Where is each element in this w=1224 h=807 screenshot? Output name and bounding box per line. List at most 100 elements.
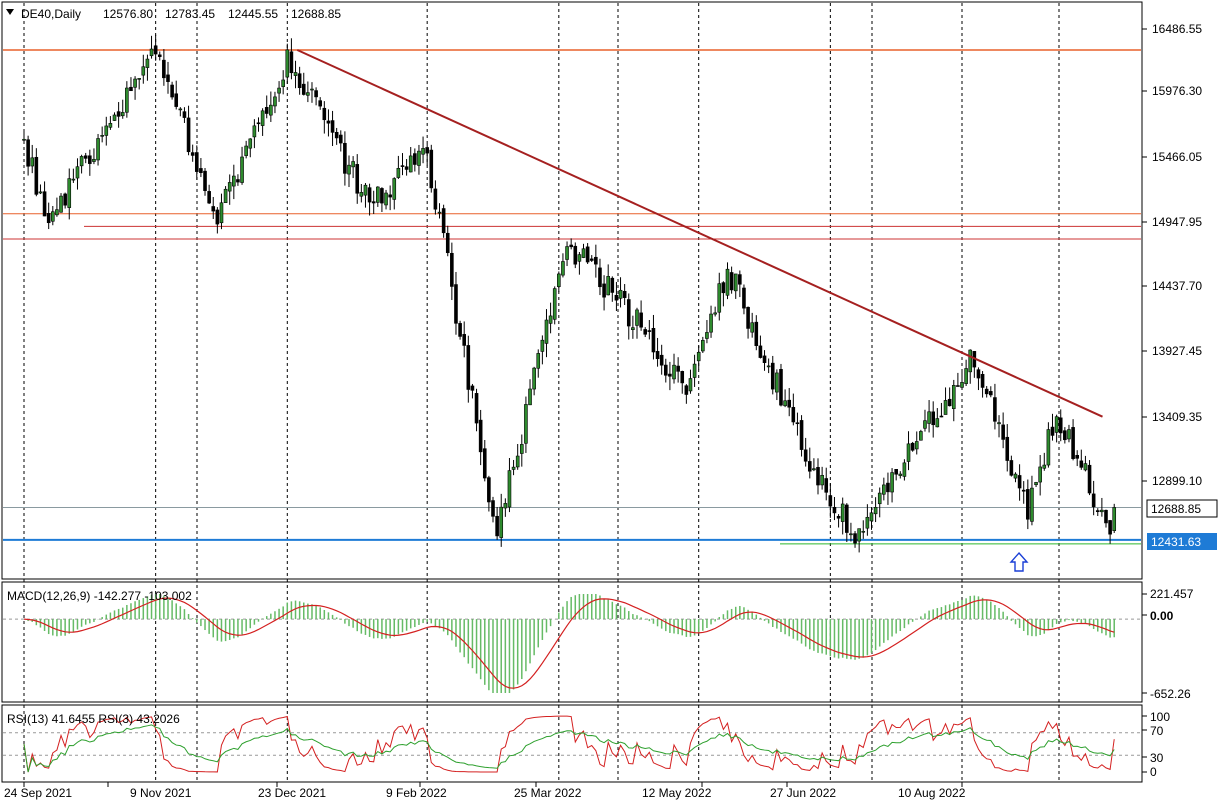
bullish-candle — [733, 273, 738, 292]
bullish-candle — [273, 96, 277, 107]
bullish-candle — [519, 444, 524, 454]
bearish-candle — [326, 120, 331, 124]
bearish-candle — [491, 500, 495, 517]
trendline-group — [296, 49, 1103, 418]
bearish-candle — [573, 245, 578, 265]
bullish-candle — [1054, 416, 1059, 433]
bearish-candle — [157, 54, 162, 57]
bullish-candle — [919, 431, 923, 441]
bearish-candle — [947, 398, 952, 407]
price-tick-label: 15976.30 — [1152, 84, 1202, 98]
rsi-tick-label: 30 — [1150, 751, 1164, 765]
up-arrow-icon[interactable] — [1009, 551, 1029, 572]
bearish-candle — [318, 100, 323, 107]
bearish-candle — [474, 393, 479, 424]
horizontal-levels — [3, 49, 1141, 545]
bearish-candle — [404, 166, 409, 170]
bearish-candle — [429, 149, 434, 189]
bearish-candle — [207, 191, 211, 204]
bullish-candle — [877, 492, 882, 505]
bullish-candle — [306, 92, 310, 96]
date-tick-label: 25 Mar 2022 — [514, 786, 582, 800]
bearish-candle — [42, 191, 47, 217]
bullish-candle — [606, 276, 610, 296]
bearish-candle — [1091, 493, 1096, 508]
bullish-candle — [50, 211, 55, 222]
bullish-candle — [725, 268, 730, 296]
bearish-candle — [980, 374, 985, 388]
bullish-candle — [672, 364, 676, 380]
bearish-candle — [380, 188, 384, 204]
bullish-candle — [351, 161, 355, 168]
bullish-candle — [515, 455, 520, 468]
support-price-label: 12431.63 — [1151, 535, 1201, 549]
bearish-candle — [83, 155, 88, 159]
bullish-candle — [960, 382, 964, 388]
bearish-candle — [836, 515, 841, 519]
macd-indicator-label: MACD(12,26,9) -142.277 -103.002 — [7, 589, 192, 603]
bullish-candle — [260, 110, 265, 126]
chart-menu-arrow-icon[interactable] — [6, 9, 14, 15]
price-axis: 16486.55 15976.30 15466.05 14947.95 1443… — [1142, 22, 1202, 488]
bearish-candle — [1095, 510, 1100, 513]
bullish-candle — [1013, 473, 1018, 479]
bullish-candle — [906, 443, 911, 462]
bearish-candle — [322, 107, 327, 121]
bearish-candle — [993, 397, 997, 422]
bearish-candle — [478, 419, 483, 453]
bullish-candle — [548, 315, 553, 324]
bearish-candle — [1050, 426, 1055, 436]
bearish-candle — [569, 244, 573, 248]
bullish-candle — [376, 186, 380, 203]
bearish-candle — [236, 179, 240, 183]
rsi-pane — [1, 704, 1143, 783]
bullish-candle — [812, 468, 816, 471]
bearish-candle — [828, 495, 833, 507]
bullish-candle — [100, 135, 104, 137]
bearish-candle — [211, 206, 216, 212]
bullish-candle — [38, 191, 43, 194]
bullish-candle — [820, 475, 824, 486]
bullish-candle — [55, 209, 59, 216]
price-tick-label: 13927.45 — [1152, 344, 1202, 358]
rsi-tick-label: 100 — [1150, 710, 1170, 724]
macd-pane — [1, 581, 1143, 703]
bearish-candle — [676, 365, 680, 372]
bullish-candle — [635, 309, 639, 326]
date-axis: 24 Sep 2021 9 Nov 2021 23 Dec 2021 9 Feb… — [4, 782, 966, 800]
bearish-candle — [450, 252, 454, 287]
bearish-candle — [886, 482, 890, 493]
date-tick-label: 24 Sep 2021 — [4, 786, 72, 800]
bullish-candle — [1034, 482, 1038, 486]
bullish-candle — [499, 506, 504, 538]
bullish-candle — [79, 156, 84, 167]
bearish-candle — [1005, 436, 1010, 461]
bullish-candle — [408, 155, 413, 173]
bearish-candle — [462, 334, 467, 346]
macd-tick-label: 0.00 — [1150, 609, 1174, 623]
bullish-candle — [384, 192, 388, 206]
bearish-candle — [343, 142, 347, 174]
bullish-candle — [536, 353, 541, 369]
bearish-candle — [330, 120, 335, 133]
bearish-candle — [1017, 475, 1022, 489]
price-tick-label: 14947.95 — [1152, 215, 1202, 229]
rsi3-line — [23, 715, 1115, 773]
bullish-candle — [840, 503, 845, 522]
bearish-candle — [668, 373, 672, 377]
rsi-series — [3, 715, 1141, 773]
bearish-candle — [203, 170, 207, 191]
price-tick-label: 16486.55 — [1152, 22, 1202, 36]
bullish-candle — [281, 79, 285, 87]
bullish-candle — [898, 473, 903, 476]
bearish-candle — [495, 515, 499, 537]
bullish-candle — [507, 470, 512, 508]
last-price-label: 12688.85 — [1151, 502, 1201, 516]
bullish-candle — [692, 363, 697, 378]
bullish-candle — [561, 261, 565, 276]
bullish-candle — [1067, 429, 1071, 440]
header-close: 12688.85 — [291, 7, 341, 21]
bullish-candle — [1046, 429, 1051, 466]
bullish-candle — [219, 202, 224, 224]
